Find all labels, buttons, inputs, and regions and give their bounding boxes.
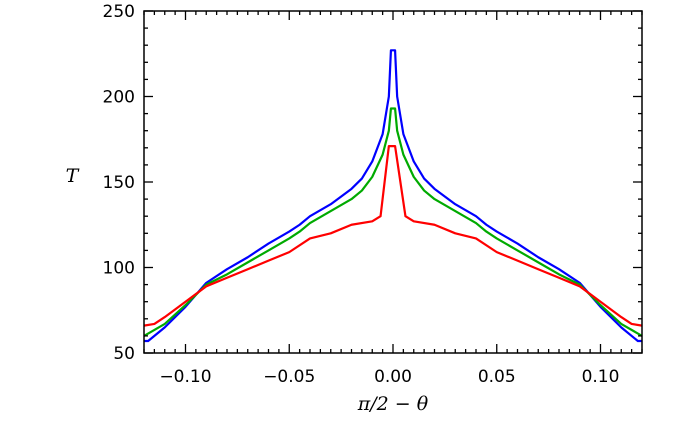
x-tick-label: −0.10	[159, 367, 211, 387]
y-tick-label: 200	[103, 88, 135, 108]
x-tick-label: 0.10	[582, 367, 620, 387]
x-tick-label: 0.00	[374, 367, 412, 387]
series-layer	[143, 49, 643, 343]
y-axis-label: T	[66, 165, 80, 187]
plot-frame	[143, 10, 643, 354]
y-tick-label: 250	[103, 2, 135, 22]
y-tick-label: 150	[103, 173, 135, 193]
x-tick-label: −0.05	[263, 367, 315, 387]
x-tick-label: 0.05	[478, 367, 516, 387]
y-tick-label: 100	[103, 259, 135, 279]
series-line-0	[144, 49, 642, 343]
x-axis-label: π/2 − θ	[357, 393, 429, 415]
tick-layer: −0.10 −0.05 0.00 0.05 0.10 50 100 150 200 250	[103, 2, 643, 387]
y-tick-label: 50	[113, 344, 135, 364]
series-line-2	[143, 144, 643, 327]
series-line-1	[143, 107, 643, 337]
